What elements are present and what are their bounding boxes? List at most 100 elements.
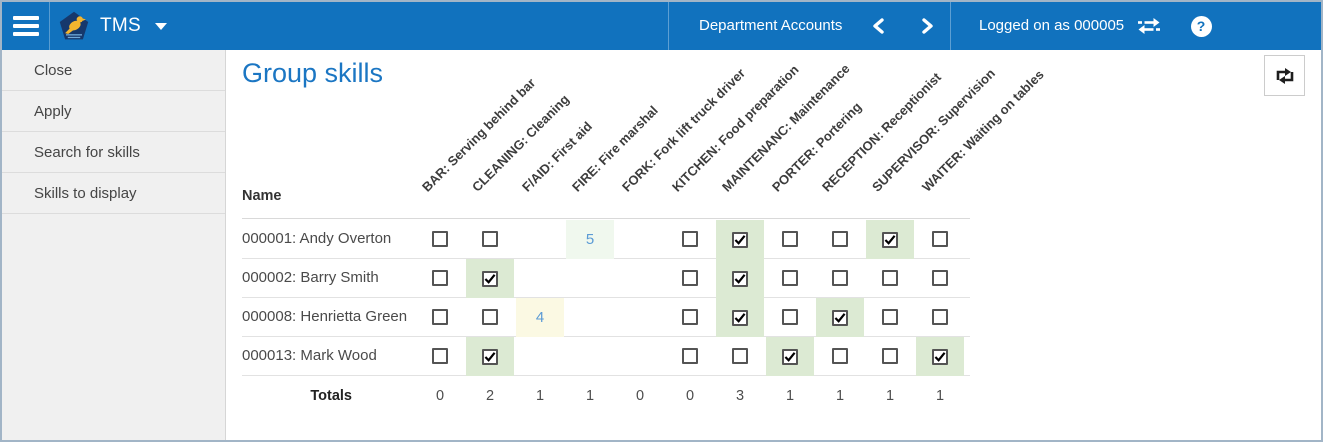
skill-checkbox-checked[interactable] — [732, 271, 748, 287]
hamburger-menu-button[interactable] — [2, 2, 50, 50]
logged-on-label: Logged on as 000005 — [979, 2, 1124, 50]
skill-checkbox-checked[interactable] — [832, 310, 848, 326]
skill-checkbox-unchecked[interactable] — [682, 348, 698, 364]
table-row: 000008: Henrietta Green4 — [242, 298, 970, 337]
skill-cell — [466, 220, 514, 258]
skill-checkbox-checked[interactable] — [932, 349, 948, 365]
skill-checkbox-unchecked[interactable] — [432, 348, 448, 364]
skill-cell — [716, 259, 764, 298]
column-header: FIRE: Fire marshal — [568, 102, 662, 196]
skill-checkbox-unchecked[interactable] — [932, 309, 948, 325]
column-total: 0 — [416, 376, 464, 416]
column-total: 1 — [816, 376, 864, 416]
name-column-header: Name — [242, 188, 282, 204]
skill-checkbox-checked[interactable] — [732, 310, 748, 326]
section-title: Department Accounts — [699, 2, 842, 50]
hamburger-icon — [13, 24, 39, 28]
skill-checkbox-unchecked[interactable] — [432, 309, 448, 325]
skill-checkbox-unchecked[interactable] — [932, 270, 948, 286]
sidebar-item-close[interactable]: Close — [2, 50, 225, 91]
skill-cell — [716, 220, 764, 259]
top-bar: TMS Department Accounts Logged on as 000… — [2, 2, 1321, 50]
skill-cell — [716, 298, 764, 337]
skill-cell — [766, 259, 814, 297]
skill-checkbox-checked[interactable] — [482, 349, 498, 365]
skill-checkbox-checked[interactable] — [782, 349, 798, 365]
next-section-button[interactable] — [914, 2, 942, 50]
skill-checkbox-unchecked[interactable] — [882, 270, 898, 286]
sidebar-item-apply[interactable]: Apply — [2, 91, 225, 132]
skill-checkbox-unchecked[interactable] — [732, 348, 748, 364]
skill-cell — [866, 259, 914, 297]
column-total: 0 — [616, 376, 664, 416]
skill-checkbox-unchecked[interactable] — [782, 231, 798, 247]
skill-cell — [866, 337, 914, 375]
row-name: 000013: Mark Wood — [242, 337, 377, 375]
skill-checkbox-checked[interactable] — [482, 271, 498, 287]
skill-cell — [866, 220, 914, 259]
skill-cell — [466, 298, 514, 336]
app-menu-dropdown[interactable]: TMS — [58, 10, 167, 42]
skill-cell — [766, 337, 814, 376]
app-window: TMS Department Accounts Logged on as 000… — [0, 0, 1323, 442]
skill-cell — [766, 220, 814, 258]
skill-checkbox-unchecked[interactable] — [682, 231, 698, 247]
app-name: TMS — [100, 15, 141, 37]
skill-checkbox-checked[interactable] — [882, 232, 898, 248]
totals-row: Totals 02110031111 — [242, 376, 970, 416]
skill-checkbox-unchecked[interactable] — [882, 348, 898, 364]
skill-cell — [916, 259, 964, 297]
skill-checkbox-unchecked[interactable] — [782, 309, 798, 325]
table-row: 000013: Mark Wood — [242, 337, 970, 376]
skill-rating[interactable]: 4 — [516, 298, 564, 337]
skill-checkbox-unchecked[interactable] — [432, 270, 448, 286]
skill-checkbox-checked[interactable] — [732, 232, 748, 248]
skill-checkbox-unchecked[interactable] — [432, 231, 448, 247]
skill-checkbox-unchecked[interactable] — [682, 309, 698, 325]
column-total: 1 — [766, 376, 814, 416]
skill-checkbox-unchecked[interactable] — [482, 309, 498, 325]
caret-down-icon — [155, 23, 167, 30]
main-content: Group skills BAR: Serving behind barCLEA… — [226, 50, 1321, 440]
skill-cell — [466, 337, 514, 376]
skill-checkbox-unchecked[interactable] — [782, 270, 798, 286]
sidebar-item-skills-to-display[interactable]: Skills to display — [2, 173, 225, 214]
skill-cell — [766, 298, 814, 336]
switch-user-button[interactable] — [1130, 2, 1168, 50]
topbar-divider — [950, 2, 951, 50]
hamburger-icon — [13, 32, 39, 36]
table-header-divider — [242, 218, 970, 219]
totals-label: Totals — [242, 376, 352, 416]
skill-checkbox-unchecked[interactable] — [882, 309, 898, 325]
help-button[interactable]: ? — [1188, 2, 1214, 50]
skill-cell — [416, 220, 464, 258]
sidebar-item-search-for-skills[interactable]: Search for skills — [2, 132, 225, 173]
skill-cell — [666, 298, 714, 336]
skill-checkbox-unchecked[interactable] — [682, 270, 698, 286]
skill-checkbox-unchecked[interactable] — [832, 270, 848, 286]
chevron-right-icon — [922, 18, 934, 34]
skill-checkbox-unchecked[interactable] — [932, 231, 948, 247]
bird-pentagon-logo-icon — [58, 10, 90, 42]
skill-cell — [916, 220, 964, 258]
previous-section-button[interactable] — [864, 2, 892, 50]
skill-checkbox-unchecked[interactable] — [832, 348, 848, 364]
skill-cell — [816, 298, 864, 337]
skill-cell — [416, 337, 464, 375]
skill-checkbox-unchecked[interactable] — [832, 231, 848, 247]
skill-checkbox-unchecked[interactable] — [482, 231, 498, 247]
column-total: 1 — [566, 376, 614, 416]
skill-rating[interactable]: 5 — [566, 220, 614, 259]
skill-cell — [816, 220, 864, 258]
chevron-left-icon — [872, 18, 884, 34]
skill-cell — [666, 259, 714, 297]
skill-cell — [666, 337, 714, 375]
skill-cell — [916, 337, 964, 376]
column-header: PORTER: Portering — [768, 98, 866, 196]
skill-cell — [666, 220, 714, 258]
column-total: 2 — [466, 376, 514, 416]
skill-cell — [866, 298, 914, 336]
skill-cell — [416, 298, 464, 336]
topbar-divider — [668, 2, 669, 50]
column-total: 1 — [866, 376, 914, 416]
